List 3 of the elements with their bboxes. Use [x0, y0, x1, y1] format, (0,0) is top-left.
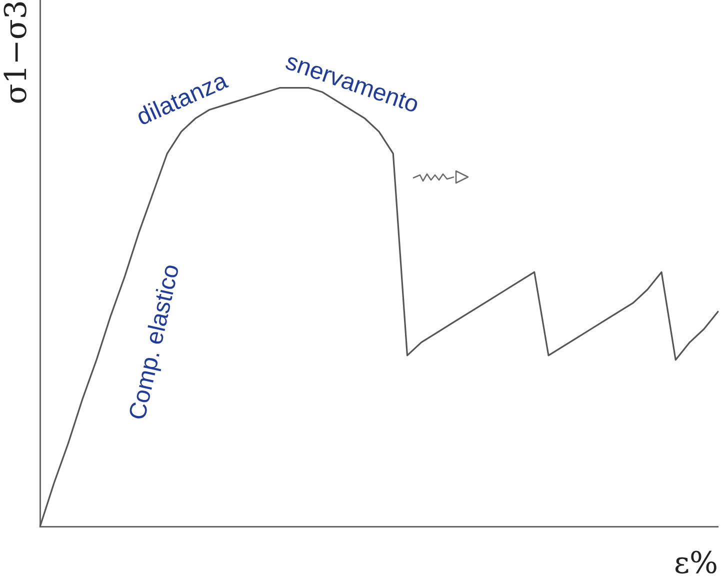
x-axis-title: ε% [674, 546, 718, 581]
annotation: Comp. elastico [124, 262, 185, 422]
y-axis-title: σ1−σ3 [0, 0, 34, 104]
